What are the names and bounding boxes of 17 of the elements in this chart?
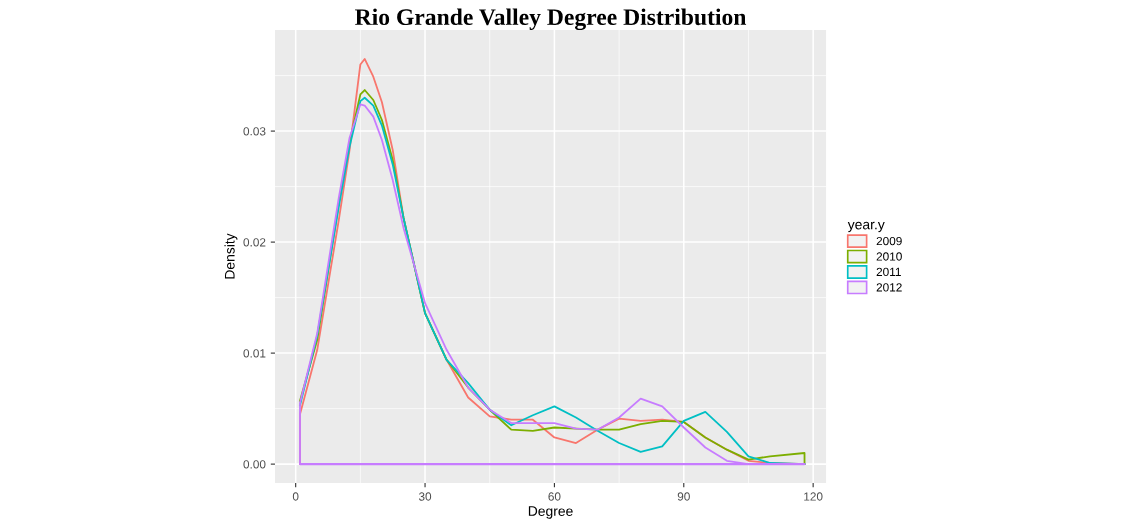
y-tick-label: 0.01 [243, 349, 266, 358]
y-tick-label: 0.03 [243, 127, 266, 136]
x-tick-label: 120 [804, 492, 823, 501]
legend-label: 2009 [876, 236, 902, 246]
x-tick-label: 60 [548, 492, 561, 501]
legend-title: year.y [847, 221, 885, 233]
legend-label: 2011 [876, 267, 901, 277]
legend-label: 2010 [876, 252, 902, 261]
x-tick-label: 30 [418, 492, 432, 501]
x-tick-label: 90 [677, 492, 690, 501]
chart-title: Rio Grande Valley Degree Distribution [355, 8, 747, 31]
x-tick-label: 0 [292, 492, 299, 501]
x-axis-title: Degree [528, 506, 573, 519]
legend-label: 2012 [876, 283, 902, 292]
y-tick-label: 0.02 [243, 238, 266, 247]
y-axis-title: Density [224, 233, 238, 279]
y-tick-label: 0.00 [243, 460, 266, 469]
